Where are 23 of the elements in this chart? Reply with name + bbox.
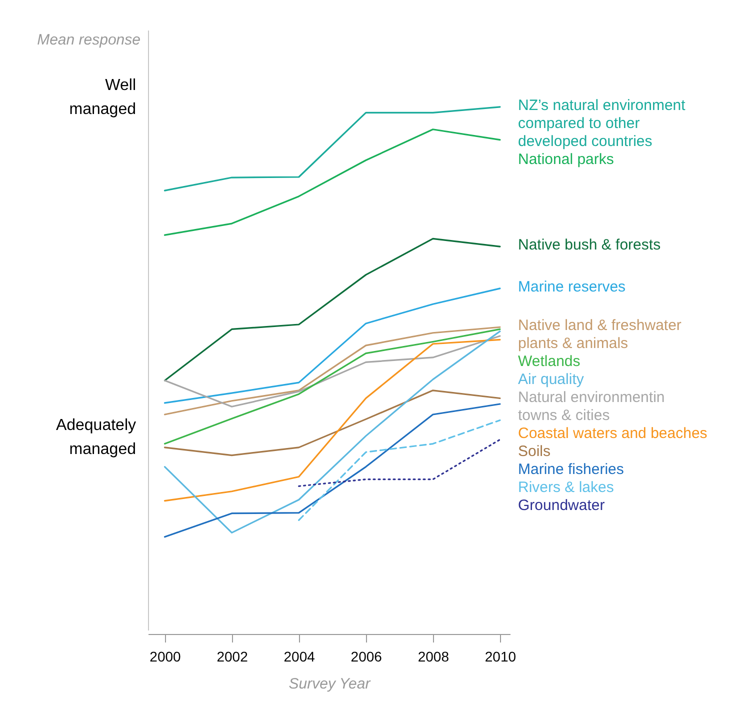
series-label: NZ’s natural environment compared to other developed countries — [518, 96, 686, 150]
y-axis-title: Mean response — [37, 32, 140, 48]
text: Coastal waters and beaches — [518, 425, 708, 442]
x-tick-label: 2010 — [484, 648, 516, 664]
series-label: Wetlands — [518, 353, 580, 370]
x-tick-label: 2008 — [418, 648, 450, 664]
text: Adequately managed — [56, 417, 136, 458]
x-axis-title: Survey Year — [288, 676, 372, 692]
text: Rivers & lakes — [518, 479, 614, 496]
text: Groundwater — [518, 497, 605, 514]
x-tick-label: 2006 — [350, 648, 382, 664]
text: Air quality — [518, 371, 584, 388]
series-label: Marine reserves — [518, 278, 626, 296]
x-tick-label: 2004 — [284, 648, 316, 664]
text: Well managed — [69, 77, 136, 118]
series-label: Native land & freshwater plants & animals — [518, 317, 682, 352]
x-tick-label: 2000 — [150, 648, 182, 664]
x-tick-label: 2002 — [216, 648, 248, 664]
series-label: National parks — [518, 150, 614, 168]
text: Marine fisheries — [518, 461, 624, 478]
text: Soils — [518, 443, 551, 460]
text: Natural environmentin towns & cities — [518, 389, 665, 424]
series-label: Native bush & forests — [518, 236, 661, 254]
